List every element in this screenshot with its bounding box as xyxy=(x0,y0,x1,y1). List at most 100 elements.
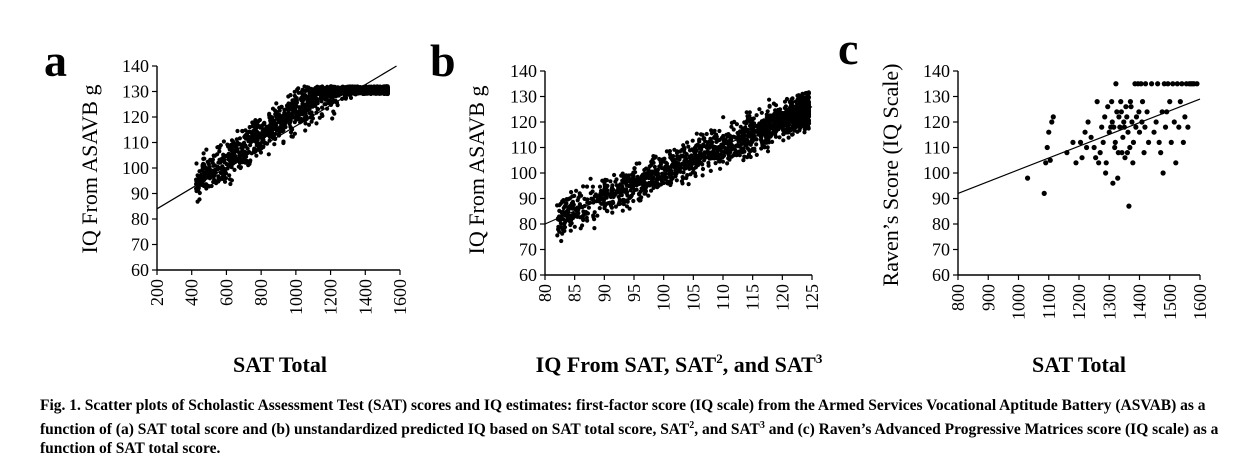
data-point xyxy=(1077,139,1084,145)
data-point xyxy=(664,161,670,166)
data-point xyxy=(1141,150,1147,156)
data-point xyxy=(307,98,312,103)
data-point xyxy=(1151,129,1157,135)
data-point xyxy=(1124,114,1130,120)
data-point xyxy=(256,119,261,124)
data-point xyxy=(754,123,759,129)
data-point xyxy=(686,182,691,187)
data-point xyxy=(350,84,355,89)
y-tick-label: 80 xyxy=(932,214,950,234)
data-point xyxy=(804,100,809,105)
data-point xyxy=(198,177,203,182)
data-point xyxy=(592,210,597,215)
data-point xyxy=(597,206,602,211)
data-point xyxy=(229,158,234,163)
data-point xyxy=(1124,150,1130,156)
data-point xyxy=(246,139,251,144)
data-point xyxy=(690,138,695,143)
data-point xyxy=(291,110,296,115)
data-point xyxy=(575,209,580,214)
data-point xyxy=(741,131,746,136)
data-point xyxy=(773,103,779,108)
data-point xyxy=(344,86,349,91)
data-point xyxy=(240,128,245,134)
data-point xyxy=(742,154,747,159)
data-point xyxy=(624,183,629,188)
data-point xyxy=(268,121,273,126)
data-point xyxy=(602,206,607,211)
data-point xyxy=(224,153,230,158)
panel-b: b 60 70 80 90 100 110 120 130 140 80 85 90 95 100 105 1… xyxy=(430,35,823,377)
data-point xyxy=(575,214,580,219)
data-point xyxy=(215,152,220,157)
data-point xyxy=(1047,157,1053,163)
data-point xyxy=(307,106,312,111)
data-point xyxy=(581,209,586,214)
data-point xyxy=(279,125,284,131)
data-point xyxy=(750,116,755,121)
data-point xyxy=(204,172,209,177)
data-point xyxy=(298,108,303,113)
y-tick-label: 140 xyxy=(122,56,149,76)
data-point xyxy=(1136,129,1143,135)
data-point xyxy=(708,168,713,173)
data-point xyxy=(624,204,630,209)
data-point xyxy=(721,115,726,120)
data-point xyxy=(332,90,337,95)
data-point xyxy=(641,183,646,188)
regression-line xyxy=(156,65,397,210)
data-point xyxy=(660,174,665,179)
data-point xyxy=(643,189,649,194)
data-point xyxy=(315,106,320,111)
y-tick-label: 60 xyxy=(519,265,537,285)
data-point xyxy=(784,130,790,135)
data-point xyxy=(559,238,564,244)
data-point xyxy=(1177,99,1183,105)
data-point xyxy=(1118,99,1124,105)
data-point xyxy=(604,184,609,189)
data-point xyxy=(733,150,738,155)
data-point xyxy=(555,233,560,238)
data-point xyxy=(674,150,680,155)
data-point xyxy=(235,128,240,134)
data-point xyxy=(330,116,335,121)
data-point xyxy=(242,149,247,154)
data-point xyxy=(1155,81,1161,87)
data-point xyxy=(576,195,581,200)
data-point xyxy=(765,145,770,150)
data-point xyxy=(682,149,687,155)
data-point xyxy=(700,132,705,137)
data-point xyxy=(270,106,276,111)
data-point xyxy=(317,115,322,120)
data-point xyxy=(742,149,747,154)
data-point xyxy=(294,100,299,105)
data-point xyxy=(232,167,237,172)
data-point xyxy=(806,119,812,124)
data-point xyxy=(800,97,805,102)
data-point xyxy=(597,184,603,189)
data-point xyxy=(748,154,753,160)
data-point xyxy=(563,210,568,215)
data-point xyxy=(1024,175,1031,181)
data-point xyxy=(199,172,204,177)
data-point xyxy=(767,97,772,102)
data-point xyxy=(266,152,271,157)
panel-b-fit-line xyxy=(544,106,813,225)
data-point xyxy=(328,95,333,100)
data-point xyxy=(294,114,299,119)
data-point xyxy=(218,160,223,165)
data-point xyxy=(659,178,664,183)
data-point xyxy=(194,188,199,194)
data-point xyxy=(628,188,633,193)
data-point xyxy=(778,125,783,130)
data-point xyxy=(223,176,229,181)
data-point xyxy=(1103,170,1109,176)
data-point xyxy=(281,140,286,146)
data-point xyxy=(1145,139,1152,145)
data-point xyxy=(330,99,335,104)
data-point xyxy=(712,151,717,156)
x-tick-label: 1000 xyxy=(1009,284,1029,320)
data-point xyxy=(382,91,387,96)
data-point xyxy=(773,132,778,137)
data-point xyxy=(1114,109,1120,115)
